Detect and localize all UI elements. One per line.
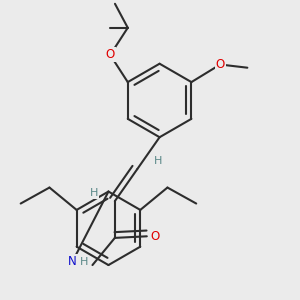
Text: O: O (150, 230, 159, 243)
Text: H: H (154, 156, 162, 166)
Text: N: N (68, 255, 77, 268)
Text: O: O (216, 58, 225, 71)
Text: O: O (106, 48, 115, 62)
Text: H: H (90, 188, 98, 198)
Text: H: H (80, 257, 89, 267)
